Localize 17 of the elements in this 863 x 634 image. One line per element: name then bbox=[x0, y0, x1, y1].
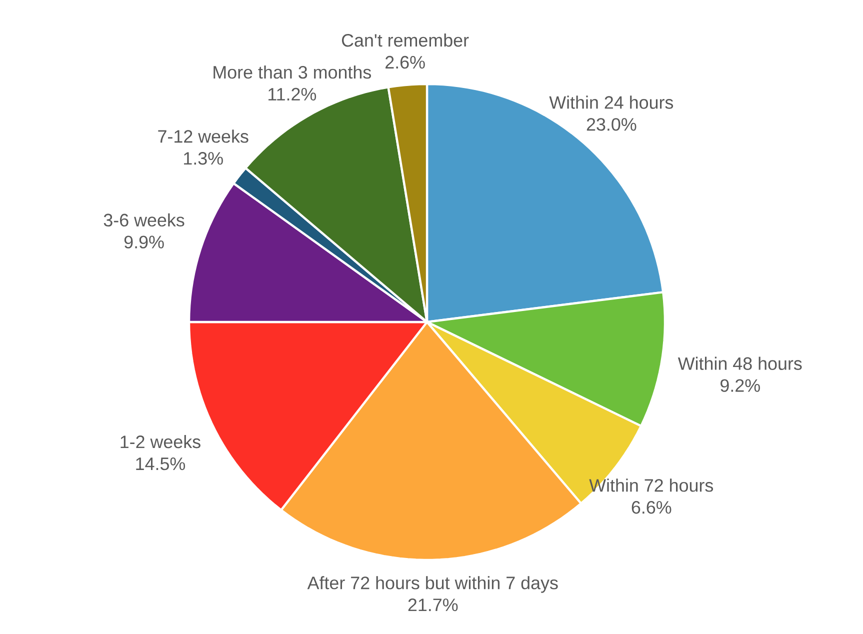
data-label: 11.2% bbox=[268, 88, 316, 101]
data-label: 9.2% bbox=[720, 379, 760, 392]
data-label: 9.9% bbox=[124, 236, 164, 248]
data-label: 14.5% bbox=[136, 458, 186, 470]
data-label: 6.6% bbox=[632, 501, 672, 514]
slice-label: After 72 hours but within 7 days bbox=[307, 576, 558, 593]
slice-label: More than 3 months bbox=[214, 65, 371, 79]
data-label: 2.6% bbox=[386, 56, 425, 69]
data-label: 1.3% bbox=[184, 152, 223, 165]
data-label: 21.7% bbox=[408, 598, 458, 612]
slice-label: 3-6 weeks bbox=[104, 213, 184, 227]
slice-label: Can't remember bbox=[342, 34, 469, 47]
slice-label: 1-2 weeks bbox=[120, 435, 200, 448]
slice-label: 7-12 weeks bbox=[158, 130, 248, 143]
slice-label: Within 24 hours bbox=[549, 96, 674, 109]
slice-label: Within 48 hours bbox=[678, 356, 802, 370]
data-label: 23.0% bbox=[586, 118, 636, 131]
